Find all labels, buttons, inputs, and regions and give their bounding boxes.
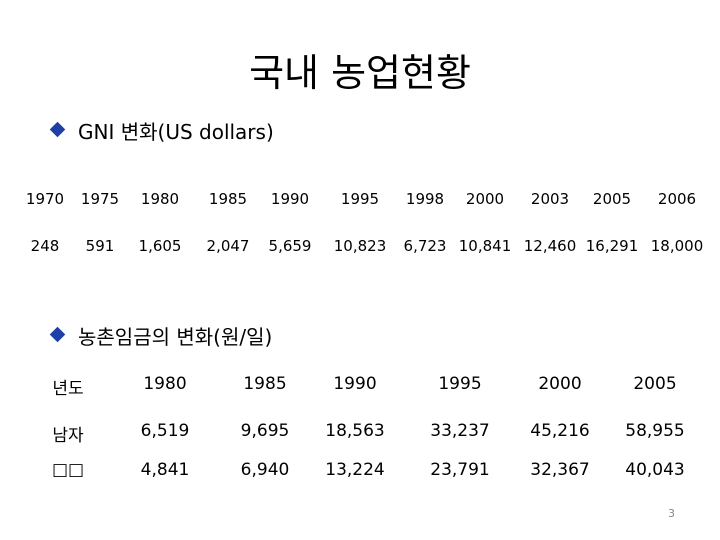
table-cell: 1970 — [25, 190, 65, 208]
table-cell: 남자 — [52, 426, 84, 446]
table-cell: 23,791 — [430, 460, 490, 480]
table-cell: 18,563 — [325, 421, 385, 441]
slide-title: 국내 농업현황 — [249, 51, 471, 95]
table-cell: 1985 — [208, 190, 248, 208]
table-cell: 591 — [85, 237, 115, 255]
section-heading: 농촌임금의 변화(원/일) — [78, 325, 273, 349]
table-cell: 2000 — [465, 190, 505, 208]
table-cell: 1990 — [333, 374, 377, 394]
table-cell: 1980 — [143, 374, 187, 394]
table-cell: 32,367 — [530, 460, 590, 480]
table-cell: 1,605 — [138, 237, 182, 255]
table-cell: 1995 — [438, 374, 482, 394]
table-cell: 2003 — [530, 190, 570, 208]
table-cell: 16,291 — [585, 237, 639, 255]
table-cell: 1975 — [80, 190, 120, 208]
table-cell: 13,224 — [325, 460, 385, 480]
table-cell: 45,216 — [530, 421, 590, 441]
table-cell: 40,043 — [625, 460, 685, 480]
table-cell: 12,460 — [523, 237, 577, 255]
table-cell: 6,940 — [240, 460, 290, 480]
table-cell: 1990 — [270, 190, 310, 208]
table-cell: 248 — [30, 237, 60, 255]
table-cell: 4,841 — [140, 460, 190, 480]
table-cell: 1985 — [243, 374, 287, 394]
table-cell: 58,955 — [625, 421, 685, 441]
table-cell: 2006 — [657, 190, 697, 208]
bullet — [49, 326, 66, 343]
table-cell: 2005 — [633, 374, 677, 394]
table-cell: □□ — [51, 460, 85, 480]
table-cell: 18,000 — [650, 237, 704, 255]
table-cell: 1995 — [340, 190, 380, 208]
section-heading: GNI 변화(US dollars) — [78, 120, 274, 144]
table-cell: 9,695 — [240, 421, 290, 441]
table-cell: 2,047 — [206, 237, 250, 255]
bullet — [49, 121, 66, 138]
table-cell: 2000 — [538, 374, 582, 394]
table-cell: 10,823 — [333, 237, 387, 255]
table-cell: 33,237 — [430, 421, 490, 441]
table-cell: 1998 — [405, 190, 445, 208]
table-cell: 1980 — [140, 190, 180, 208]
table-cell: 6,723 — [403, 237, 447, 255]
table-cell: 5,659 — [268, 237, 312, 255]
table-cell: 2005 — [592, 190, 632, 208]
table-cell: 10,841 — [458, 237, 512, 255]
table-cell: 년도 — [52, 379, 84, 399]
table-cell: 6,519 — [140, 421, 190, 441]
page-number: 3 — [668, 507, 675, 520]
